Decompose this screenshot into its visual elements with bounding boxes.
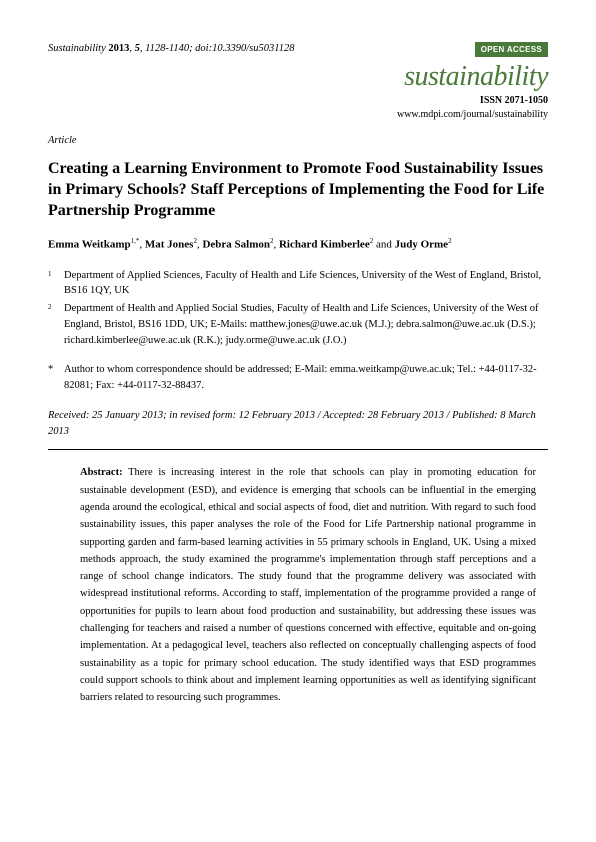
publication-dates: Received: 25 January 2013; in revised fo… [48,408,548,440]
corresponding-star: * [48,362,56,394]
open-access-badge: OPEN ACCESS [475,42,548,57]
issn: ISSN 2071-1050 [48,94,548,108]
corresponding: * Author to whom correspondence should b… [48,362,548,394]
author: Judy Orme [395,239,448,251]
affil-number: 2 [48,301,56,348]
affil-number: 1 [48,268,56,300]
citation-pages: 1128-1140; doi:10.3390/su5031128 [145,43,294,54]
affiliations: 1 Department of Applied Sciences, Facult… [48,268,548,349]
author: Mat Jones [145,239,194,251]
journal-url: www.mdpi.com/journal/sustainability [48,108,548,122]
author-affil: 2 [448,237,452,245]
corresponding-text: Author to whom correspondence should be … [64,362,548,394]
citation-journal: Sustainability [48,43,106,54]
author: Richard Kimberlee [279,239,370,251]
paper-title: Creating a Learning Environment to Promo… [48,159,548,221]
divider [48,449,548,450]
affiliation: 1 Department of Applied Sciences, Facult… [48,268,548,300]
journal-row: sustainability [48,57,548,96]
author: Debra Salmon [202,239,270,251]
journal-name: sustainability [404,61,548,92]
affil-text: Department of Health and Applied Social … [64,301,548,348]
affiliation: 2 Department of Health and Applied Socia… [48,301,548,348]
author: Emma Weitkamp [48,239,131,251]
abstract-label: Abstract: [80,467,123,478]
citation-year: 2013 [108,43,129,54]
citation: Sustainability 2013, 5, 1128-1140; doi:1… [48,42,294,57]
header: Sustainability 2013, 5, 1128-1140; doi:1… [48,42,548,57]
author-affil: 2 [193,237,197,245]
author-affil: 2 [270,237,274,245]
author-affil: 2 [370,237,374,245]
abstract-text: There is increasing interest in the role… [80,467,536,703]
affil-text: Department of Applied Sciences, Faculty … [64,268,548,300]
article-label: Article [48,134,548,149]
author-affil: 1,* [131,237,140,245]
authors: Emma Weitkamp1,*, Mat Jones2, Debra Salm… [48,237,548,253]
abstract: Abstract: There is increasing interest i… [80,464,536,706]
citation-volume: 5 [135,43,140,54]
